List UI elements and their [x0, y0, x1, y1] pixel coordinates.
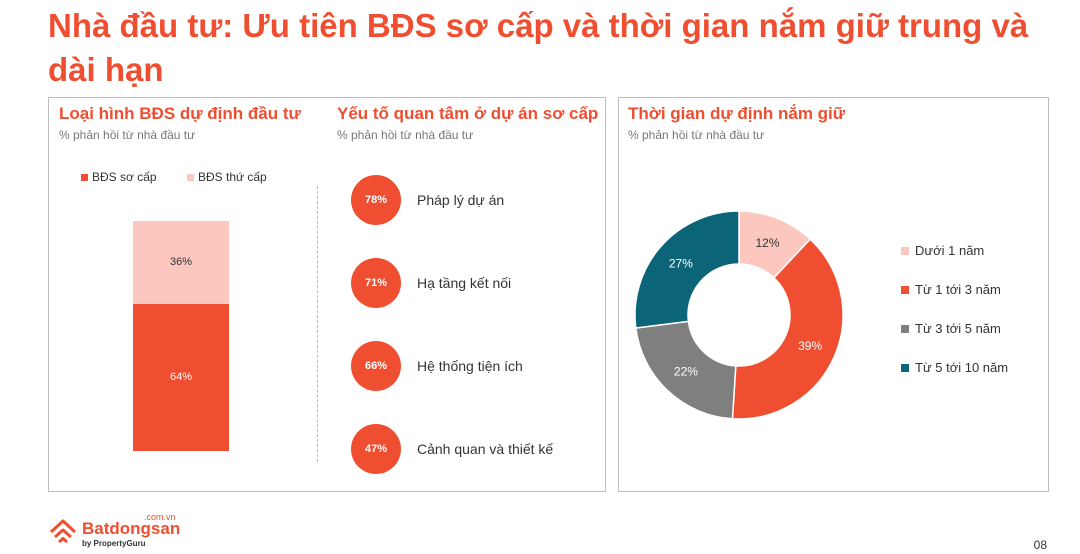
factors-title: Yếu tố quan tâm ở dự án sơ cấp: [337, 104, 599, 123]
donut-slice: [634, 210, 740, 329]
donut-legend-swatch: [901, 324, 909, 333]
page-number: 08: [1033, 538, 1047, 552]
donut-legend-label: Từ 5 tới 10 năm: [915, 360, 1009, 375]
donut-legend-label: Từ 3 tới 5 năm: [915, 321, 1001, 336]
donut-legend-swatch: [901, 246, 909, 255]
brand-byline: by PropertyGuru: [82, 539, 146, 548]
house-logo-icon: [49, 519, 77, 544]
donut-slice-label: 12%: [756, 236, 780, 250]
bar-segment-secondary: 36%: [133, 221, 229, 304]
factors-subtitle: % phản hồi từ nhà đầu tư: [337, 128, 474, 142]
donut-legend-swatch: [901, 285, 909, 294]
donut-legend-item: Dưới 1 năm: [901, 243, 984, 258]
legend-primary: BĐS sơ cấp: [81, 170, 157, 184]
donut-slice-label: 39%: [798, 339, 822, 353]
type-chart-title: Loại hình BĐS dự định đầu tư: [59, 104, 301, 123]
factor-value-circle: 47%: [351, 424, 401, 474]
brand-logo: Batdongsan .com.vn by PropertyGuru: [48, 512, 188, 551]
donut-slice-label: 27%: [669, 257, 693, 271]
donut-legend-label: Từ 1 tới 3 năm: [915, 282, 1001, 297]
brand-name: Batdongsan: [82, 519, 181, 538]
legend-primary-swatch: [81, 173, 88, 181]
donut-legend-swatch: [901, 363, 909, 372]
factor-label: Hệ thống tiện ích: [417, 358, 523, 374]
donut-slice: [731, 238, 844, 420]
bar-label-primary: 64%: [169, 371, 193, 384]
donut-legend-label: Dưới 1 năm: [915, 243, 985, 258]
holding-title: Thời gian dự định nắm giữ: [628, 104, 846, 123]
factor-value-circle: 78%: [351, 175, 401, 225]
donut-legend-item: Từ 5 tới 10 năm: [901, 360, 1008, 375]
legend-secondary-label: BĐS thứ cấp: [198, 170, 267, 184]
bar-segment-primary: 64%: [133, 303, 229, 451]
factor-value-circle: 71%: [351, 258, 401, 308]
factor-label: Pháp lý dự án: [417, 192, 505, 208]
legend-secondary: BĐS thứ cấp: [187, 170, 267, 184]
bar-label-secondary: 36%: [169, 256, 193, 269]
donut-legend-item: Từ 1 tới 3 năm: [901, 282, 1001, 297]
donut-legend-item: Từ 3 tới 5 năm: [901, 321, 1001, 336]
legend-secondary-swatch: [187, 173, 194, 181]
section-divider: [317, 186, 318, 462]
brand-suffix: .com.vn: [144, 512, 176, 522]
page-title: Nhà đầu tư: Ưu tiên BĐS sơ cấp và thời g…: [48, 7, 1029, 88]
right-panel: Thời gian dự định nắm giữ % phản hồi từ …: [618, 97, 1049, 492]
donut-slice: [634, 320, 737, 420]
type-chart-subtitle: % phản hồi từ nhà đầu tư: [59, 128, 196, 142]
factor-value-circle: 66%: [351, 341, 401, 391]
factor-label: Cảnh quan và thiết kế: [417, 441, 554, 457]
donut-chart: 12% 39% 22% 27%: [634, 210, 844, 420]
legend-primary-label: BĐS sơ cấp: [92, 170, 157, 184]
stacked-bar: 36% 64%: [133, 221, 229, 451]
left-panel: Loại hình BĐS dự định đầu tư % phản hồi …: [48, 97, 606, 492]
donut-slice-label: 22%: [674, 364, 698, 378]
factor-label: Hạ tầng kết nối: [417, 275, 512, 291]
holding-subtitle: % phản hồi từ nhà đầu tư: [628, 128, 765, 142]
